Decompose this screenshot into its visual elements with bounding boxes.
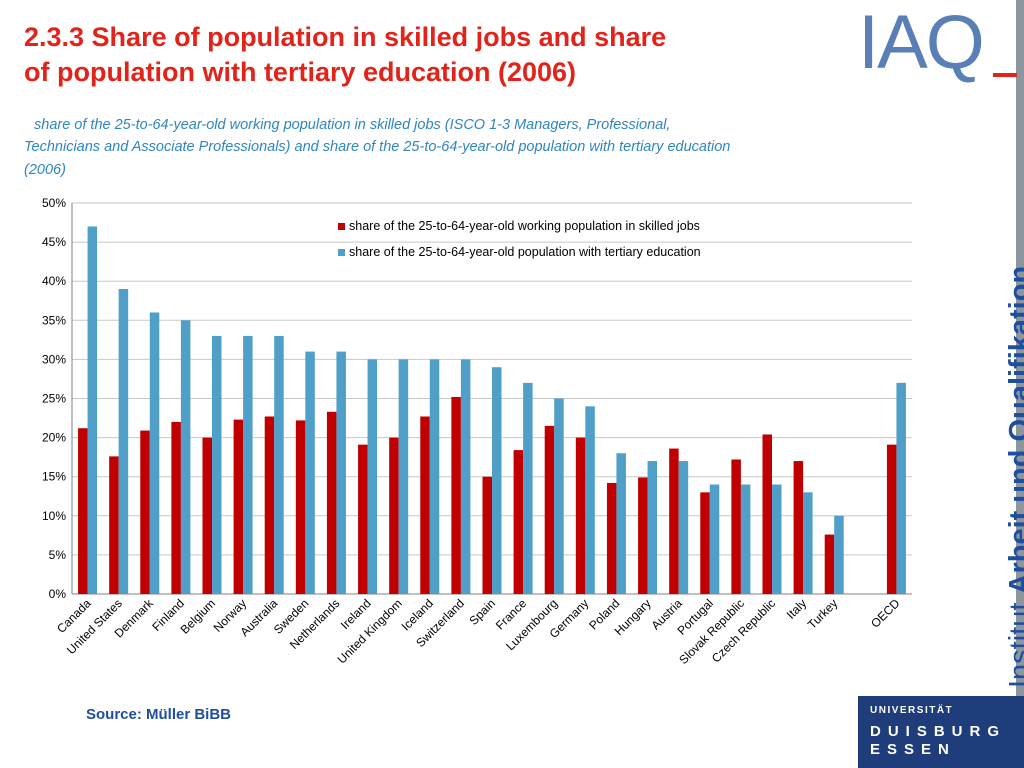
bar-tertiary-education — [367, 359, 378, 594]
bar-skilled-jobs — [731, 459, 741, 594]
x-tick-label: OECD — [868, 596, 903, 631]
bar-tertiary-education — [305, 351, 315, 594]
bar-tertiary-education — [180, 320, 191, 594]
bar-skilled-jobs — [233, 419, 244, 594]
bar-skilled-jobs — [669, 448, 679, 594]
subtitle-line-1: share of the 25-to-64-year-old working p… — [34, 117, 671, 133]
university-city-1: DUISBURG — [870, 723, 1007, 740]
y-tick-label: 35% — [42, 313, 66, 327]
y-tick-label: 20% — [42, 431, 66, 445]
x-tick-label: Belgium — [178, 596, 219, 637]
university-label: UNIVERSITÄT — [870, 705, 954, 716]
bar-skilled-jobs — [451, 396, 461, 594]
slide-title: 2.3.3 Share of population in skilled job… — [24, 20, 854, 90]
bar-tertiary-education — [740, 484, 751, 594]
bar-tertiary-education — [616, 453, 626, 594]
subtitle-line-2: Technicians and Associate Professionals)… — [24, 139, 731, 156]
bar-skilled-jobs — [295, 420, 306, 594]
source-note: Source: Müller BiBB — [86, 706, 232, 723]
x-tick-label: Turkey — [805, 596, 841, 632]
bar-skilled-jobs — [824, 534, 835, 594]
bar-tertiary-education — [834, 515, 844, 594]
bar-tertiary-education — [243, 335, 253, 594]
bar-tertiary-education — [896, 382, 906, 594]
bar-tertiary-education — [709, 484, 720, 594]
iaq-logo-text: IAQ — [858, 2, 983, 85]
title-line-2: of population with tertiary education (2… — [24, 57, 577, 88]
bar-skilled-jobs — [700, 492, 710, 594]
title-line-1: 2.3.3 Share of population in skilled job… — [24, 22, 667, 52]
bar-tertiary-education — [87, 226, 98, 594]
y-tick-label: 10% — [42, 509, 66, 523]
bar-skilled-jobs — [78, 428, 88, 594]
bar-skilled-jobs — [171, 421, 181, 594]
bar-tertiary-education — [678, 461, 689, 594]
bar-skilled-jobs — [575, 437, 586, 594]
bar-skilled-jobs — [886, 444, 897, 594]
legend-swatch — [338, 223, 345, 230]
bar-skilled-jobs — [762, 434, 772, 594]
institute-name-bold: Arbeit und Qualifikation — [1004, 265, 1024, 595]
bar-tertiary-education — [118, 289, 129, 594]
bar-skilled-jobs — [326, 411, 337, 594]
bar-tertiary-education — [460, 359, 471, 594]
university-logo: UNIVERSITÄT DUISBURG ESSEN — [858, 696, 1024, 768]
y-tick-label: 0% — [49, 587, 67, 601]
iaq-logo-underline — [993, 73, 1017, 77]
bar-tertiary-education — [647, 461, 658, 594]
legend-label: share of the 25-to-64-year-old populatio… — [349, 245, 701, 259]
bar-skilled-jobs — [358, 444, 368, 594]
y-tick-label: 15% — [42, 470, 66, 484]
y-tick-label: 25% — [42, 392, 66, 406]
bar-tertiary-education — [336, 351, 346, 594]
bar-tertiary-education — [803, 492, 813, 594]
right-edge-bar — [1016, 0, 1024, 696]
y-tick-label: 45% — [42, 235, 66, 249]
y-tick-label: 40% — [42, 274, 66, 288]
bar-tertiary-education — [149, 312, 160, 594]
bar-tertiary-education — [523, 382, 533, 594]
y-tick-label: 30% — [42, 352, 66, 366]
bar-skilled-jobs — [638, 477, 648, 594]
chart-subtitle: share of the 25-to-64-year-old working p… — [24, 114, 864, 181]
bar-skilled-jobs — [140, 430, 150, 594]
bar-tertiary-education — [585, 406, 595, 594]
bar-skilled-jobs — [793, 461, 804, 594]
bar-tertiary-education — [429, 359, 440, 594]
university-city-2: ESSEN — [870, 741, 956, 758]
bar-skilled-jobs — [202, 437, 212, 594]
bar-skilled-jobs — [109, 456, 119, 594]
institute-name-light: Institut — [1004, 602, 1024, 688]
bar-tertiary-education — [398, 359, 409, 594]
legend-swatch — [338, 249, 345, 256]
bar-skilled-jobs — [264, 416, 275, 594]
bar-skilled-jobs — [420, 416, 430, 594]
x-tick-label: Italy — [784, 596, 809, 621]
bar-skilled-jobs — [606, 482, 617, 594]
y-tick-label: 5% — [49, 548, 67, 562]
bar-tertiary-education — [274, 335, 284, 594]
bar-skilled-jobs — [482, 476, 492, 594]
subtitle-line-3: (2006) — [24, 161, 66, 178]
bar-tertiary-education — [492, 367, 502, 594]
bar-skilled-jobs — [389, 437, 399, 594]
bar-tertiary-education — [554, 398, 564, 594]
y-tick-label: 50% — [42, 196, 66, 210]
bar-skilled-jobs — [513, 450, 524, 594]
legend-label: share of the 25-to-64-year-old working p… — [349, 219, 700, 233]
iaq-logo: IAQ — [858, 2, 1017, 85]
bar-skilled-jobs — [544, 425, 555, 594]
bar-tertiary-education — [772, 484, 782, 594]
bar-tertiary-education — [212, 335, 222, 594]
